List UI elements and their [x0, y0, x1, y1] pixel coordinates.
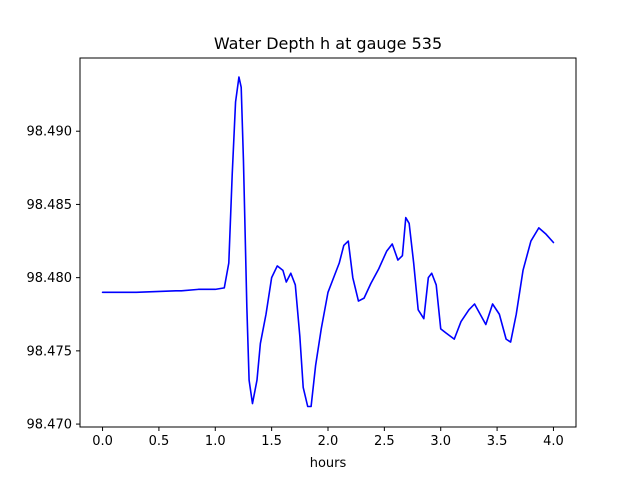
x-axis: 0.0 0.5 1.0 1.5 2.0 2.5 3.0 3.5 4.0 — [92, 427, 564, 449]
plot-frame — [79, 57, 577, 428]
y-tick-label: 98.485 — [27, 198, 73, 213]
y-tick-label: 98.470 — [27, 418, 73, 433]
x-tick-label: 0.5 — [149, 434, 170, 449]
series-line — [101, 76, 555, 408]
x-tick-label: 3.5 — [487, 434, 508, 449]
y-tick-label: 98.490 — [27, 125, 73, 140]
x-tick-label: 4.0 — [543, 434, 564, 449]
x-tick-label: 2.5 — [374, 434, 395, 449]
x-tick-label: 2.0 — [318, 434, 339, 449]
chart-title: Water Depth h at gauge 535 — [214, 34, 442, 53]
x-axis-label: hours — [310, 456, 347, 471]
y-tick-label: 98.480 — [27, 271, 73, 286]
y-axis: 98.470 98.475 98.480 98.485 98.490 — [27, 125, 80, 433]
x-tick-label: 3.0 — [430, 434, 451, 449]
plot-area — [79, 57, 577, 428]
x-tick-label: 1.0 — [205, 434, 226, 449]
x-tick-label: 1.5 — [261, 434, 282, 449]
y-tick-label: 98.475 — [27, 344, 73, 359]
x-tick-label: 0.0 — [92, 434, 113, 449]
